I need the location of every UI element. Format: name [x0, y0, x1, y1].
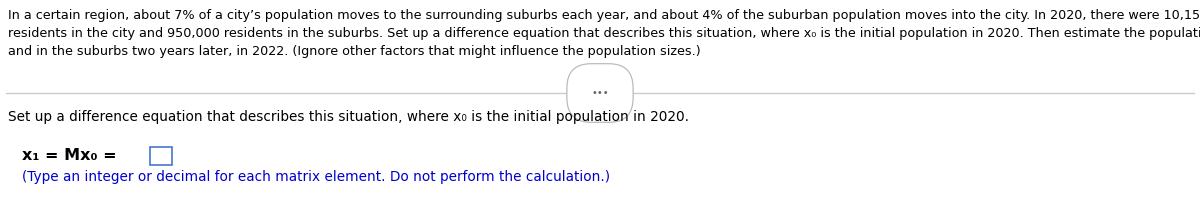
Text: •••: ••• [592, 88, 608, 98]
Text: residents in the city and 950,000 residents in the suburbs. Set up a difference : residents in the city and 950,000 reside… [8, 27, 1200, 40]
Text: In a certain region, about 7% of a city’s population moves to the surrounding su: In a certain region, about 7% of a city’… [8, 9, 1200, 22]
FancyBboxPatch shape [150, 147, 172, 165]
Text: and in the suburbs two years later, in 2022. (Ignore other factors that might in: and in the suburbs two years later, in 2… [8, 45, 701, 58]
Text: Set up a difference equation that describes this situation, where x₀ is the init: Set up a difference equation that descri… [8, 110, 689, 124]
Text: (Type an integer or decimal for each matrix element. Do not perform the calculat: (Type an integer or decimal for each mat… [22, 170, 610, 184]
Text: x₁ = Mx₀ =: x₁ = Mx₀ = [22, 148, 116, 163]
